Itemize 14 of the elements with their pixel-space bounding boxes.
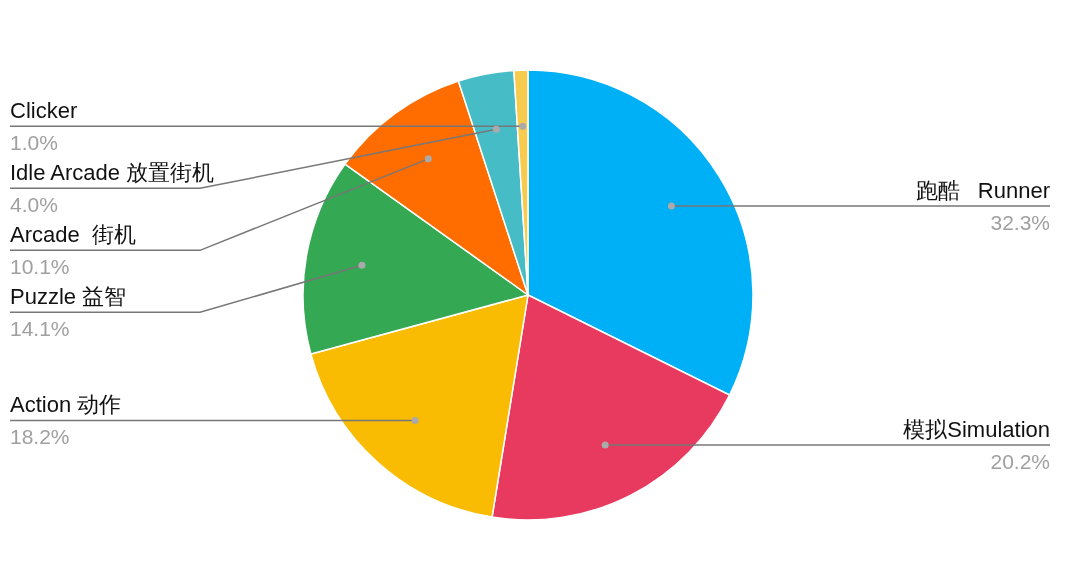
data-label: 4.0% xyxy=(10,193,58,217)
slice-label: 模拟Simulation xyxy=(903,417,1050,443)
data-label: 14.1% xyxy=(10,317,70,341)
slice-label: Action 动作 xyxy=(10,392,122,418)
data-label: 18.2% xyxy=(10,425,70,449)
slice-label: Clicker xyxy=(10,98,78,124)
slice-label: 跑酷 Runner xyxy=(915,178,1050,204)
data-label: 10.1% xyxy=(10,255,70,279)
slice-label: Puzzle 益智 xyxy=(10,284,127,310)
data-label: 32.3% xyxy=(990,211,1050,235)
data-label: 20.2% xyxy=(990,450,1050,474)
slice-label: Arcade 街机 xyxy=(10,222,136,248)
slice-label: Idle Arcade 放置街机 xyxy=(10,160,215,186)
data-label: 1.0% xyxy=(10,131,58,155)
